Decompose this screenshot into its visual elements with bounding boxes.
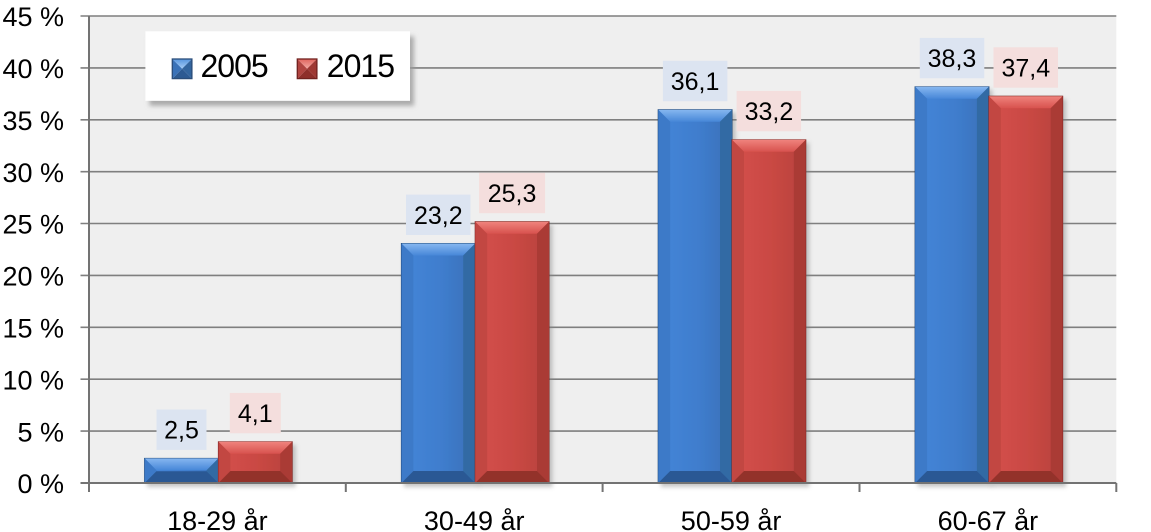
svg-text:50-59 år: 50-59 år — [681, 506, 782, 532]
svg-text:23,2: 23,2 — [414, 202, 463, 230]
svg-text:30 %: 30 % — [2, 158, 64, 188]
svg-text:15 %: 15 % — [2, 314, 64, 344]
svg-text:37,4: 37,4 — [1001, 55, 1050, 83]
svg-text:2005: 2005 — [201, 48, 268, 84]
svg-text:25,3: 25,3 — [488, 180, 537, 208]
svg-text:33,2: 33,2 — [745, 98, 794, 126]
svg-text:35 %: 35 % — [2, 106, 64, 136]
svg-text:45 %: 45 % — [2, 2, 64, 32]
svg-text:0 %: 0 % — [17, 469, 64, 499]
svg-text:10 %: 10 % — [2, 365, 64, 395]
svg-text:60-67 år: 60-67 år — [938, 506, 1039, 532]
svg-text:30-49 år: 30-49 år — [424, 506, 525, 532]
svg-text:38,3: 38,3 — [928, 45, 977, 73]
svg-text:4,1: 4,1 — [238, 400, 273, 428]
svg-text:18-29 år: 18-29 år — [167, 506, 268, 532]
svg-text:25 %: 25 % — [2, 210, 64, 240]
svg-text:20 %: 20 % — [2, 262, 64, 292]
svg-text:2,5: 2,5 — [164, 417, 199, 445]
svg-text:5 %: 5 % — [17, 417, 64, 447]
svg-text:40 %: 40 % — [2, 54, 64, 84]
svg-text:2015: 2015 — [327, 48, 394, 84]
svg-text:36,1: 36,1 — [671, 68, 720, 96]
